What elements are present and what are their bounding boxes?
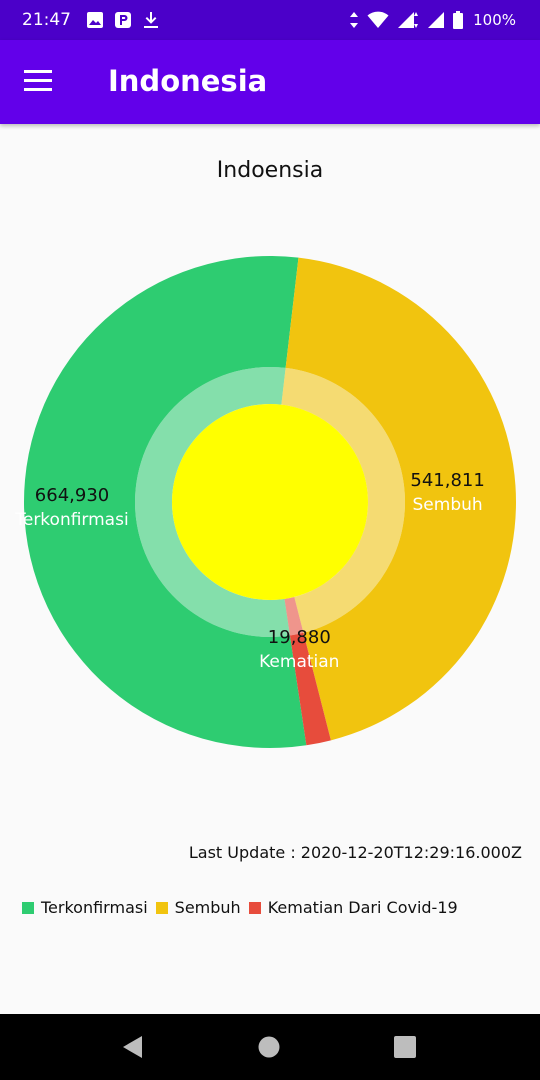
signal-icon-2 <box>428 12 445 28</box>
legend-swatch-sembuh <box>155 901 168 914</box>
legend-item-terkonfirmasi: Terkonfirmasi <box>22 898 148 917</box>
legend-label-sembuh: Sembuh <box>174 898 241 917</box>
back-triangle-icon <box>123 1036 142 1058</box>
pie-value-label-sembuh: 541,811 <box>410 470 484 491</box>
pie-value-label-kematian: 19,880 <box>268 627 331 648</box>
legend-item-sembuh: Sembuh <box>155 898 241 917</box>
pie-center-hole <box>172 404 368 600</box>
pie-chart[interactable]: 664,930 Terkonfirmasi 541,811 Sembuh 19,880 K… <box>0 124 540 824</box>
battery-percent: 100% <box>473 11 516 29</box>
legend-suffix: Dari Covid-19 <box>348 898 458 917</box>
pie-slice-kematian[interactable] <box>289 632 331 746</box>
chart-legend: Terkonfirmasi Sembuh Kematian Dari Covid… <box>22 898 466 917</box>
home-circle-icon <box>258 1036 280 1058</box>
download-icon <box>144 12 158 28</box>
legend-item-kematian: Kematian Dari Covid-19 <box>248 898 458 917</box>
navigation-bar <box>0 1014 540 1080</box>
page-title: Indonesia <box>108 64 268 98</box>
menu-button[interactable] <box>20 62 64 102</box>
pie-slice-terkonfirmasi[interactable] <box>23 255 307 749</box>
status-bar: 21:47 100% <box>0 0 540 40</box>
pie-slice-inner-terkonfirmasi <box>134 367 290 637</box>
app-bar: Indonesia <box>0 40 540 124</box>
status-time: 21:47 <box>22 10 71 30</box>
battery-icon <box>453 11 464 29</box>
pie-name-label-terkonfirmasi: Terkonfirmasi <box>14 510 128 530</box>
pie-slice-sembuh[interactable] <box>285 257 516 741</box>
recents-square-icon <box>394 1036 416 1058</box>
legend-label-terkonfirmasi: Terkonfirmasi <box>41 898 148 917</box>
legend-swatch-terkonfirmasi <box>22 901 34 914</box>
parking-icon <box>115 12 131 28</box>
hamburger-menu-icon <box>24 70 52 91</box>
back-button[interactable] <box>120 1034 150 1060</box>
recents-button[interactable] <box>392 1034 422 1060</box>
pie-value-label-terkonfirmasi: 664,930 <box>35 485 109 506</box>
signal-icon <box>398 12 419 28</box>
pie-slice-inner-kematian <box>284 596 304 636</box>
pie-slice-inner-sembuh <box>281 367 405 633</box>
pie-name-label-kematian: Kematian <box>259 652 339 672</box>
legend-swatch-kematian <box>248 901 261 914</box>
legend-label-kematian: Kematian <box>267 898 344 917</box>
chart-title: Indoensia <box>216 158 324 183</box>
data-arrows-icon <box>350 12 359 28</box>
last-update-text: Last Update : 2020-12-20T12:29:16.000Z <box>188 843 522 862</box>
home-button[interactable] <box>256 1034 286 1060</box>
pie-name-label-sembuh: Sembuh <box>413 495 483 515</box>
chart-area: Indoensia 664,930 Terkonfirmasi 541,811 Sem… <box>0 124 540 1004</box>
wifi-icon <box>367 11 389 28</box>
image-icon <box>87 12 103 28</box>
